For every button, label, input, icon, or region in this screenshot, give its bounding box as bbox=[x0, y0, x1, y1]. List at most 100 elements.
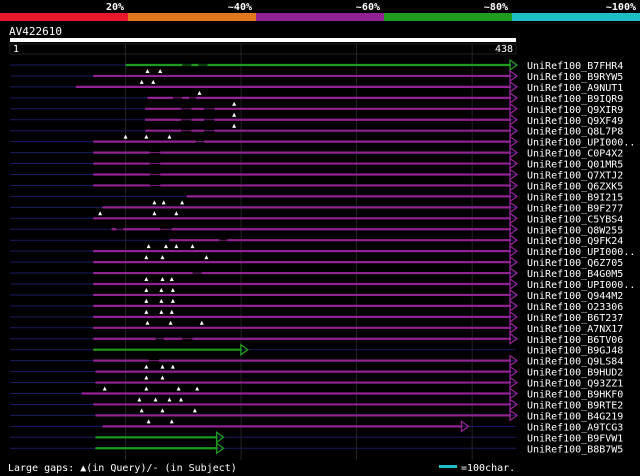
identity-scale-segment bbox=[256, 13, 385, 21]
query-gap-marker bbox=[139, 79, 144, 84]
hit-row[interactable]: UniRef100_Q7XTJ2 bbox=[10, 168, 623, 182]
hit-row[interactable]: UniRef100_Q8L7P8 bbox=[10, 123, 623, 138]
hit-arrowhead bbox=[509, 266, 519, 280]
hit-label[interactable]: UniRef100_B8B7W5 bbox=[527, 444, 623, 455]
hit-row[interactable]: UniRef100_B4G0M5 bbox=[10, 266, 623, 280]
hit-arrowhead bbox=[509, 113, 519, 127]
hit-label[interactable]: UniRef100_Q9XIR9 bbox=[527, 105, 623, 116]
hit-label[interactable]: UniRef100_Q01MR5 bbox=[527, 160, 623, 171]
hit-label[interactable]: UniRef100_UPI000.. bbox=[527, 280, 635, 291]
hit-label[interactable]: UniRef100_A9TCG3 bbox=[527, 422, 623, 433]
hit-label[interactable]: UniRef100_A9NUT1 bbox=[527, 83, 623, 94]
hit-row[interactable]: UniRef100_B9HUD2 bbox=[10, 364, 623, 379]
hit-row[interactable]: UniRef100_B9F277 bbox=[10, 200, 623, 214]
identity-scale-label: 20% bbox=[106, 2, 124, 13]
hit-arrowhead bbox=[509, 124, 519, 137]
hit-row[interactable]: UniRef100_UPI000.. bbox=[10, 277, 635, 291]
hit-label[interactable]: UniRef100_A7NX17 bbox=[527, 324, 623, 335]
hit-row[interactable]: UniRef100_Q9XIR9 bbox=[10, 101, 623, 116]
query-gap-marker bbox=[170, 364, 175, 369]
hit-arrowhead bbox=[509, 58, 519, 72]
hit-label[interactable]: UniRef100_C5YBS4 bbox=[527, 214, 623, 225]
hit-row[interactable]: UniRef100_Q93ZZ1 bbox=[10, 375, 623, 390]
hit-row[interactable]: UniRef100_Q8W255 bbox=[10, 222, 623, 236]
query-gap-marker bbox=[144, 255, 149, 260]
hit-label[interactable]: UniRef100_UPI000.. bbox=[527, 138, 635, 149]
hit-label[interactable]: UniRef100_Q6Z705 bbox=[527, 258, 623, 269]
hit-row[interactable]: UniRef100_Q6Z705 bbox=[10, 255, 623, 269]
query-gap-marker bbox=[146, 419, 151, 424]
query-gap-marker bbox=[144, 364, 149, 369]
hit-arrowhead bbox=[215, 431, 225, 444]
hit-arrowhead bbox=[509, 255, 519, 269]
hit-row[interactable]: UniRef100_B8B7W5 bbox=[10, 441, 623, 455]
hit-row[interactable]: UniRef100_B9RTE2 bbox=[10, 397, 623, 411]
hit-label[interactable]: UniRef100_B4G0M5 bbox=[527, 269, 623, 280]
hit-arrowhead bbox=[509, 190, 519, 203]
hit-row[interactable]: UniRef100_Q01MR5 bbox=[10, 157, 623, 171]
footer: Large gaps: ▲(in Query)/- (in Subject) =… bbox=[8, 463, 515, 474]
hit-label[interactable]: UniRef100_Q93ZZ1 bbox=[527, 379, 623, 390]
hit-row[interactable]: UniRef100_B9IQR9 bbox=[10, 90, 623, 105]
hit-label[interactable]: UniRef100_C0P4X2 bbox=[527, 149, 623, 160]
hit-arrowhead bbox=[509, 212, 519, 225]
hit-row[interactable]: UniRef100_B6TV06 bbox=[10, 332, 623, 346]
hit-label[interactable]: UniRef100_Q944M2 bbox=[527, 291, 623, 302]
query-gap-marker bbox=[167, 397, 172, 402]
hit-row[interactable]: UniRef100_B9RYW5 bbox=[10, 68, 623, 83]
hit-row[interactable]: UniRef100_UPI000.. bbox=[10, 244, 635, 258]
hit-label[interactable]: UniRef100_O23306 bbox=[527, 302, 623, 313]
hit-arrowhead bbox=[509, 277, 519, 291]
query-gap-marker bbox=[160, 255, 165, 260]
hit-label[interactable]: UniRef100_B9F277 bbox=[527, 203, 623, 214]
query-gap-marker bbox=[158, 68, 163, 73]
hit-arrowhead bbox=[509, 157, 519, 170]
hit-row[interactable]: UniRef100_B9HKF0 bbox=[10, 386, 623, 401]
hit-arrowhead bbox=[509, 321, 519, 335]
hit-label[interactable]: UniRef100_B9GJ48 bbox=[527, 346, 623, 357]
hit-label[interactable]: UniRef100_B9IQR9 bbox=[527, 94, 623, 105]
hit-label[interactable]: UniRef100_B4G219 bbox=[527, 411, 623, 422]
hit-label[interactable]: UniRef100_B9FVW1 bbox=[527, 433, 623, 444]
hit-label[interactable]: UniRef100_B9RYW5 bbox=[527, 72, 623, 83]
hit-label[interactable]: UniRef100_Q8W255 bbox=[527, 225, 623, 236]
hit-label[interactable]: UniRef100_B7FHR4 bbox=[527, 61, 623, 72]
hit-label[interactable]: UniRef100_B6T237 bbox=[527, 313, 623, 324]
hit-arrowhead bbox=[509, 102, 519, 116]
hit-row[interactable]: UniRef100_C0P4X2 bbox=[10, 146, 623, 160]
hit-row[interactable]: UniRef100_Q9FK24 bbox=[10, 233, 623, 247]
hit-label[interactable]: UniRef100_B9HUD2 bbox=[527, 368, 623, 379]
hit-row[interactable]: UniRef100_Q9LS84 bbox=[10, 354, 623, 368]
hit-row[interactable]: UniRef100_Q944M2 bbox=[10, 287, 623, 302]
hit-label[interactable]: UniRef100_Q7XTJ2 bbox=[527, 171, 623, 182]
hit-row[interactable]: UniRef100_B9GJ48 bbox=[10, 343, 623, 357]
hit-label[interactable]: UniRef100_Q9LS84 bbox=[527, 357, 623, 368]
hit-label[interactable]: UniRef100_B6TV06 bbox=[527, 335, 623, 346]
hit-row[interactable]: UniRef100_UPI000.. bbox=[10, 134, 635, 149]
hit-row[interactable]: UniRef100_B7FHR4 bbox=[10, 58, 623, 72]
hit-row[interactable]: UniRef100_A9NUT1 bbox=[10, 79, 623, 94]
hit-row[interactable]: UniRef100_O23306 bbox=[10, 298, 623, 313]
query-gap-marker bbox=[170, 287, 175, 292]
hit-label[interactable]: UniRef100_UPI000.. bbox=[527, 247, 635, 258]
hit-row[interactable]: UniRef100_Q6ZXK5 bbox=[10, 179, 623, 192]
hit-row[interactable]: UniRef100_C5YBS4 bbox=[10, 211, 623, 225]
hit-row[interactable]: UniRef100_B9I215 bbox=[10, 190, 623, 203]
hit-label[interactable]: UniRef100_Q9FK24 bbox=[527, 236, 623, 247]
query-start-label: 1 bbox=[13, 44, 19, 55]
query-gap-marker bbox=[174, 244, 179, 249]
query-gap-marker bbox=[169, 309, 174, 314]
hit-arrowhead bbox=[509, 310, 519, 324]
hit-row[interactable]: UniRef100_Q9XF49 bbox=[10, 112, 623, 127]
hit-row[interactable]: UniRef100_B9FVW1 bbox=[10, 431, 623, 444]
hit-label[interactable]: UniRef100_B9HKF0 bbox=[527, 390, 623, 401]
hit-row[interactable]: UniRef100_A9TCG3 bbox=[10, 419, 623, 433]
hit-label[interactable]: UniRef100_Q9XF49 bbox=[527, 116, 623, 127]
hit-row[interactable]: UniRef100_A7NX17 bbox=[10, 320, 623, 335]
hit-label[interactable]: UniRef100_Q8L7P8 bbox=[527, 127, 623, 138]
hit-label[interactable]: UniRef100_B9I215 bbox=[527, 192, 623, 203]
hit-row[interactable]: UniRef100_B6T237 bbox=[10, 309, 623, 324]
hit-row[interactable]: UniRef100_B4G219 bbox=[10, 408, 623, 422]
hit-label[interactable]: UniRef100_B9RTE2 bbox=[527, 400, 623, 411]
hit-label[interactable]: UniRef100_Q6ZXK5 bbox=[527, 181, 623, 192]
